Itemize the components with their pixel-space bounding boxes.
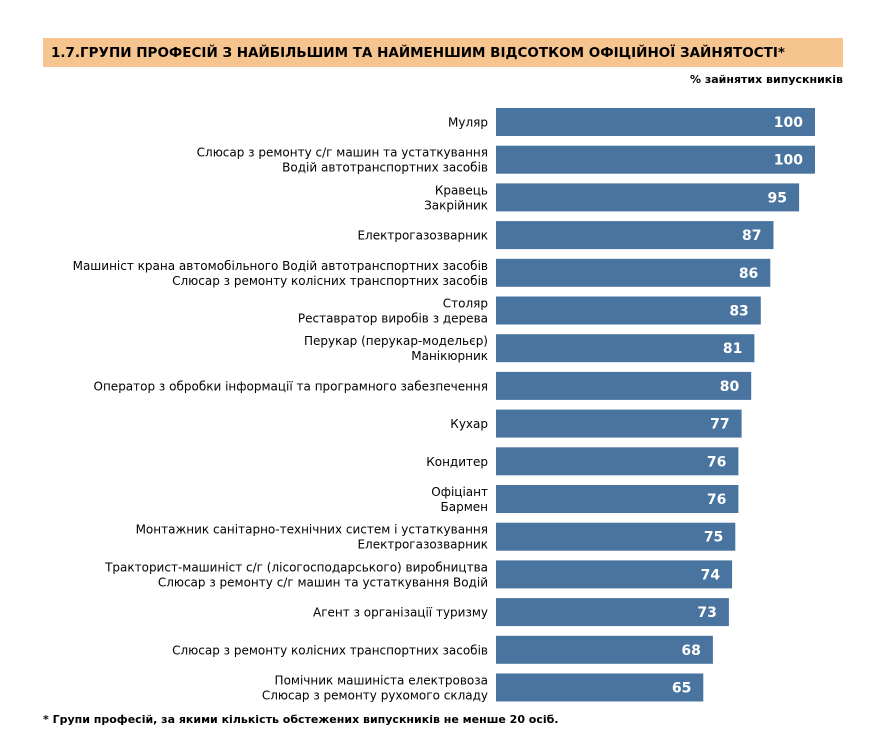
bar-value-label: 73 bbox=[697, 605, 716, 621]
category-label: Муляр bbox=[448, 116, 488, 130]
bar-value-label: 95 bbox=[768, 190, 787, 206]
category-label: Закрійник bbox=[424, 198, 488, 212]
bar bbox=[496, 409, 742, 438]
category-label: Машиніст крана автомобільного Водій авто… bbox=[73, 259, 488, 273]
bar-value-label: 76 bbox=[707, 454, 726, 470]
bar-value-label: 87 bbox=[742, 228, 761, 244]
bar-value-label: 75 bbox=[704, 530, 723, 546]
bar-value-label: 65 bbox=[672, 681, 691, 697]
bar-value-label: 100 bbox=[774, 115, 803, 131]
bar bbox=[496, 334, 755, 363]
bar-value-label: 76 bbox=[707, 492, 726, 508]
footnote: * Групи професій, за якими кількість обс… bbox=[43, 713, 559, 726]
bar bbox=[496, 258, 771, 287]
bar-value-label: 80 bbox=[720, 379, 740, 395]
category-label: Манікюрник bbox=[411, 349, 488, 363]
bar-value-label: 100 bbox=[774, 153, 803, 169]
category-label: Реставратор виробів з дерева bbox=[298, 312, 488, 326]
category-label: Кравець bbox=[435, 183, 488, 197]
category-label: Бармен bbox=[441, 500, 488, 514]
category-label: Офіціант bbox=[431, 485, 488, 499]
unit-label: % зайнятих випускників bbox=[690, 73, 843, 86]
bar bbox=[496, 673, 704, 702]
bar bbox=[496, 447, 739, 476]
bar bbox=[496, 145, 815, 174]
category-label: Слюсар з ремонту с/г машин та устаткуван… bbox=[158, 575, 488, 589]
bar-value-label: 83 bbox=[729, 304, 748, 320]
bar bbox=[496, 598, 729, 627]
category-label: Слюсар з ремонту рухомого складу bbox=[262, 689, 488, 703]
category-label: Монтажник санітарно-технічних систем і у… bbox=[136, 523, 488, 537]
bar bbox=[496, 522, 736, 551]
bar bbox=[496, 296, 761, 325]
category-label: Перукар (перукар-модельєр) bbox=[304, 334, 488, 348]
category-label: Водій автотранспортних засобів bbox=[282, 161, 488, 175]
bar bbox=[496, 485, 739, 513]
category-label: Помічник машиніста електровоза bbox=[275, 674, 488, 688]
bar-value-label: 81 bbox=[723, 341, 742, 357]
category-label: Слюсар з ремонту с/г машин та устаткуван… bbox=[197, 146, 488, 160]
category-label: Тракторист-машиніст с/г (лісогосподарськ… bbox=[104, 560, 488, 574]
bar bbox=[496, 108, 815, 136]
bar-value-label: 68 bbox=[681, 643, 700, 659]
bar bbox=[496, 183, 800, 212]
bar bbox=[496, 371, 752, 400]
category-label: Слюсар з ремонту колісних транспортних з… bbox=[172, 274, 488, 288]
category-label: Кондитер bbox=[426, 455, 488, 469]
category-label: Електрогазозварник bbox=[357, 538, 488, 552]
bar bbox=[496, 221, 774, 250]
category-label: Агент з організації туризму bbox=[313, 606, 488, 620]
bar bbox=[496, 560, 733, 589]
bar-value-label: 74 bbox=[701, 567, 721, 583]
category-label: Електрогазозварник bbox=[357, 229, 488, 243]
category-label: Кухар bbox=[450, 417, 488, 431]
category-label: Столяр bbox=[443, 297, 488, 311]
category-label: Оператор з обробки інформації та програм… bbox=[94, 379, 488, 393]
bar bbox=[496, 635, 713, 664]
category-label: Слюсар з ремонту колісних транспортних з… bbox=[172, 643, 488, 657]
chart-title: 1.7.ГРУПИ ПРОФЕСІЙ З НАЙБІЛЬШИМ ТА НАЙМЕ… bbox=[43, 38, 843, 67]
bar-value-label: 77 bbox=[710, 417, 729, 433]
bar-value-label: 86 bbox=[739, 266, 758, 282]
